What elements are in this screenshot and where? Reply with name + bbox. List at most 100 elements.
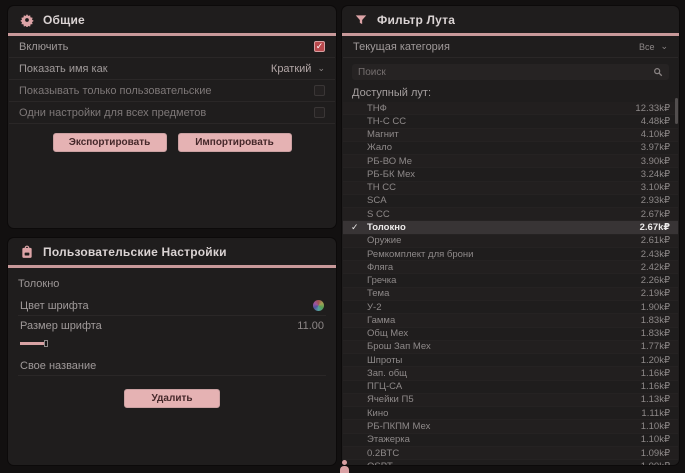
list-item[interactable]: Ячейки П5 1.13k₽	[343, 393, 678, 408]
item-name: Ячейки П5	[367, 394, 414, 406]
list-item[interactable]: Гамма 1.83k₽	[343, 314, 678, 328]
item-value: 1.13k₽	[640, 394, 670, 406]
slider-fill	[20, 342, 46, 345]
list-item[interactable]: ТН-С СС 4.48k₽	[343, 115, 678, 129]
list-item[interactable]: Общ Мех 1.83k₽	[343, 328, 678, 341]
font-size-label: Размер шрифта	[20, 320, 102, 332]
list-item[interactable]: Тема 2.19k₽	[343, 287, 678, 301]
list-item[interactable]: РБ-БК Мех 3.24k₽	[343, 168, 678, 182]
item-name: Тема	[367, 288, 390, 300]
user-settings-panel: Пользовательские Настройки Толокно Цвет …	[8, 238, 336, 465]
font-color-row: Цвет шрифта	[18, 296, 326, 316]
search-input[interactable]: Поиск	[352, 64, 669, 80]
item-value: 1.09k₽	[640, 447, 670, 459]
item-name: Гамма	[367, 314, 396, 326]
loot-panel-header: Фильтр Лута	[342, 6, 679, 33]
list-item[interactable]: Фляга 2.42k₽	[343, 261, 678, 275]
list-item[interactable]: Брош Зап Мех 1.77k₽	[343, 340, 678, 355]
delete-button[interactable]: Удалить	[124, 389, 220, 408]
item-value: 3.24k₽	[640, 168, 670, 180]
item-value: 2.61k₽	[640, 235, 670, 247]
font-color-label: Цвет шрифта	[20, 299, 89, 312]
available-loot-label: Доступный лут:	[352, 87, 432, 99]
custom-name-input[interactable]: Свое название	[18, 356, 326, 376]
item-name: 0.2BTC	[367, 447, 400, 459]
item-name: Гречка	[367, 275, 397, 287]
same-settings-checkbox[interactable]	[314, 107, 325, 118]
list-item[interactable]: Оружие 2.61k₽	[343, 234, 678, 248]
same-settings-label: Одни настройки для всех предметов	[19, 106, 207, 119]
chevron-down-icon: ⌄	[317, 63, 325, 73]
export-import-buttons: Экспортировать Импортировать	[8, 133, 336, 152]
list-item[interactable]: РБ-ВО Ме 3.90k₽	[343, 155, 678, 169]
list-item[interactable]: Гречка 2.26k₽	[343, 274, 678, 288]
import-button[interactable]: Импортировать	[177, 133, 292, 152]
list-item[interactable]: OSPT 1.00k₽	[343, 460, 678, 465]
list-item[interactable]: SCA 2.93k₽	[343, 195, 678, 209]
list-item[interactable]: ТНФ 12.33k₽	[343, 102, 678, 116]
color-picker-icon[interactable]	[313, 300, 324, 311]
custom-name-label: Свое название	[20, 359, 97, 372]
accent-divider	[8, 33, 336, 36]
panel-title: Общие	[43, 13, 85, 27]
item-value: 2.26k₽	[640, 275, 670, 287]
item-name: РБ-ПКПМ Мех	[367, 421, 431, 432]
list-item[interactable]: ПГЦ-СА 1.16k₽	[343, 381, 678, 394]
list-item[interactable]: Жало 3.97k₽	[343, 142, 678, 156]
item-name: SCA	[367, 195, 387, 207]
item-name: У-2	[367, 301, 382, 313]
list-item[interactable]: Ремкомплект для брони 2.43k₽	[343, 248, 678, 262]
user-panel-header: Пользовательские Настройки	[8, 238, 336, 265]
list-item[interactable]: ✓ Толокно 2.67k₽	[343, 221, 678, 235]
item-value: 2.42k₽	[640, 261, 670, 273]
item-name: РБ-БК Мех	[367, 168, 415, 180]
list-item[interactable]: РБ-ПКПМ Мех 1.10k₽	[343, 420, 678, 434]
list-item[interactable]: Кино 1.11k₽	[343, 407, 678, 421]
list-item[interactable]: Шпроты 1.20k₽	[343, 354, 678, 368]
font-size-value: 11.00	[297, 320, 324, 332]
setting-row-name-mode: Показать имя как Краткий ⌄	[9, 58, 335, 80]
category-row: Текущая категория Все ⌄	[343, 36, 678, 58]
export-button[interactable]: Экспортировать	[52, 133, 167, 152]
checkmark-icon: ✓	[351, 222, 359, 233]
list-item[interactable]: Зап. общ 1.16k₽	[343, 367, 678, 381]
slider-handle[interactable]	[44, 340, 48, 347]
item-value: 12.33k₽	[635, 102, 670, 114]
item-value: 1.83k₽	[640, 314, 670, 326]
item-name: Магнит	[367, 129, 399, 141]
item-value: 1.00k₽	[641, 461, 670, 465]
name-mode-dropdown[interactable]: Краткий ⌄	[271, 63, 325, 75]
item-value: 1.20k₽	[640, 354, 670, 366]
item-name: S СС	[367, 208, 390, 220]
user-only-checkbox[interactable]	[314, 85, 325, 96]
enable-checkbox[interactable]: ✓	[314, 41, 325, 52]
list-item[interactable]: 0.2BTC 1.09k₽	[343, 446, 678, 461]
item-name: ПГЦ-СА	[367, 381, 403, 393]
item-value: 3.90k₽	[640, 155, 670, 167]
item-name: РБ-ВО Ме	[367, 155, 413, 167]
scrollbar-thumb[interactable]	[675, 98, 678, 124]
list-item[interactable]: У-2 1.90k₽	[343, 301, 678, 315]
item-value: 2.67k₽	[639, 222, 670, 234]
search-icon[interactable]	[653, 67, 663, 77]
item-name: Оружие	[367, 235, 402, 247]
general-panel-header: Общие	[8, 6, 336, 33]
search-placeholder: Поиск	[358, 66, 386, 78]
item-name: Общ Мех	[367, 328, 409, 340]
list-item[interactable]: Этажерка 1.10k₽	[343, 434, 678, 447]
category-dropdown[interactable]: Все ⌄	[639, 41, 668, 52]
font-size-slider[interactable]	[20, 339, 324, 348]
list-item[interactable]: Магнит 4.10k₽	[343, 128, 678, 142]
drag-handle-icon[interactable]	[338, 460, 350, 473]
item-name: Кино	[367, 407, 389, 419]
category-value: Все	[638, 41, 655, 52]
user-only-label: Показывать только пользовательские	[19, 84, 212, 97]
item-value: 1.16k₽	[640, 381, 670, 393]
item-name: Фляга	[367, 261, 394, 273]
item-value: 1.90k₽	[640, 301, 670, 313]
item-value: 1.83k₽	[640, 328, 670, 340]
list-item[interactable]: S СС 2.67k₽	[343, 208, 678, 222]
list-item[interactable]: ТН СС 3.10k₽	[343, 181, 678, 195]
general-settings-panel: Общие Включить ✓ Показать имя как Кратки…	[8, 6, 336, 228]
setting-row-same-settings: Одни настройки для всех предметов	[9, 102, 335, 124]
